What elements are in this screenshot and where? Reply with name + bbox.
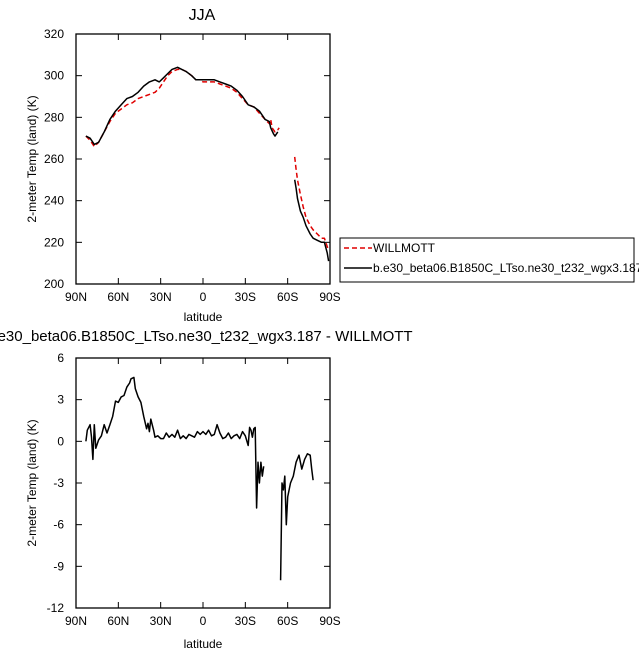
bottom-y-tick-label: 3 <box>57 393 64 407</box>
bottom-x-tick-label: 30S <box>235 614 256 628</box>
legend: WILLMOTT b.e30_beta06.B1850C_LTso.ne30_t… <box>339 237 639 283</box>
top-chart-series-layer <box>85 66 330 262</box>
top-series-line-1 <box>85 66 279 146</box>
bottom-x-tick-label: 30N <box>150 614 172 628</box>
top-y-tick-label: 240 <box>44 194 64 208</box>
bottom-x-tick-label: 0 <box>200 614 207 628</box>
top-y-tick-label: 280 <box>44 110 64 124</box>
top-chart-x-axis-label: latitude <box>184 310 223 324</box>
bottom-chart-title: .e30_beta06.B1850C_LTso.ne30_t232_wgx3.1… <box>0 328 413 345</box>
bottom-chart: .e30_beta06.B1850C_LTso.ne30_t232_wgx3.1… <box>0 328 413 651</box>
top-chart-x-axis: 90N 60N 30N 0 30S 60S 90S <box>65 34 341 304</box>
bottom-x-tick-label: 90N <box>65 614 87 628</box>
top-y-tick-label: 320 <box>44 27 64 41</box>
top-y-tick-label: 220 <box>44 235 64 249</box>
legend-label-willmott: WILLMOTT <box>373 241 436 255</box>
bottom-y-tick-label: 0 <box>57 434 64 448</box>
bottom-y-tick-label: -6 <box>53 518 64 532</box>
top-y-tick-label: 200 <box>44 277 64 291</box>
bottom-y-tick-label: -3 <box>53 476 64 490</box>
top-x-tick-label: 30S <box>235 290 256 304</box>
bottom-series-line-0 <box>85 376 265 509</box>
legend-box <box>339 237 635 283</box>
bottom-y-tick-label: -9 <box>53 559 64 573</box>
bottom-x-tick-label: 60N <box>107 614 129 628</box>
top-x-tick-label: 60N <box>107 290 129 304</box>
bottom-chart-y-axis-label: 2-meter Temp (land) (K) <box>25 419 39 546</box>
top-x-tick-label: 0 <box>200 290 207 304</box>
top-x-tick-label: 30N <box>150 290 172 304</box>
bottom-chart-y-axis: -12 -9 -6 -3 0 3 6 <box>47 351 330 615</box>
top-chart-plot-frame <box>75 33 331 285</box>
top-y-tick-label: 260 <box>44 152 64 166</box>
bottom-series-line-0 <box>279 453 314 581</box>
bottom-chart-plot-frame <box>75 357 331 609</box>
top-chart-y-axis: 200 220 240 260 280 300 320 <box>44 27 330 291</box>
top-x-tick-label: 90S <box>319 290 340 304</box>
top-y-tick-label: 300 <box>44 69 64 83</box>
top-x-tick-label: 60S <box>277 290 298 304</box>
top-series-line-0 <box>85 68 280 148</box>
bottom-chart-series-layer <box>85 376 314 581</box>
bottom-x-tick-label: 90S <box>319 614 340 628</box>
bottom-y-tick-label: 6 <box>57 351 64 365</box>
top-series-line-0 <box>293 156 330 251</box>
legend-label-model: b.e30_beta06.B1850C_LTso.ne30_t232_wgx3.… <box>373 261 639 275</box>
top-chart: JJA 90N 60N 30N 0 30S 60S 90S 200 220 240 260 280 3… <box>25 7 341 324</box>
bottom-chart-x-axis: 90N 60N 30N 0 30S 60S 90S <box>65 358 341 628</box>
top-x-tick-label: 90N <box>65 290 87 304</box>
bottom-y-tick-label: -12 <box>47 601 65 615</box>
bottom-x-tick-label: 60S <box>277 614 298 628</box>
bottom-chart-x-axis-label: latitude <box>184 637 223 651</box>
top-chart-title: JJA <box>189 7 216 24</box>
top-chart-y-axis-label: 2-meter Temp (land) (K) <box>25 95 39 222</box>
